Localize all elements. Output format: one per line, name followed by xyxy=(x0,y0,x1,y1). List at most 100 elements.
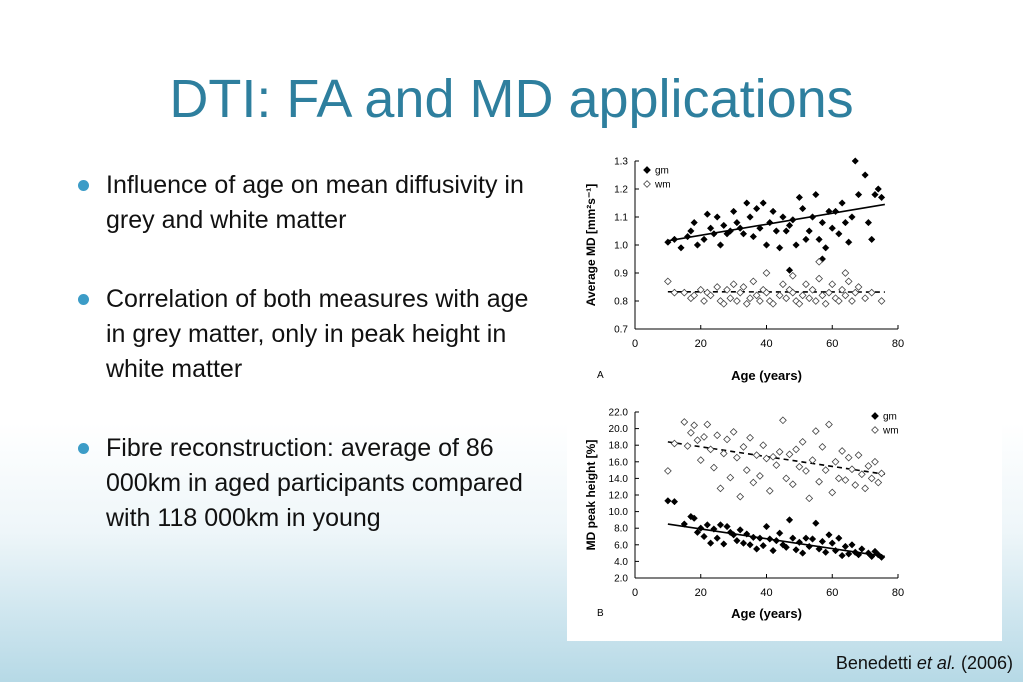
data-point-gm xyxy=(841,218,850,227)
data-point-wm xyxy=(756,472,764,480)
bullet-text: Influence of age on mean diffusivity in … xyxy=(106,171,524,234)
data-point-wm xyxy=(723,285,731,294)
data-point-gm xyxy=(749,232,758,241)
data-point-wm xyxy=(762,269,771,277)
data-point-wm xyxy=(713,283,722,291)
legend-label-gm: gm xyxy=(655,166,669,177)
data-point-gm xyxy=(683,232,692,241)
data-point-wm xyxy=(844,453,853,462)
bullet-text: Correlation of both measures with age in… xyxy=(106,285,529,383)
y-tick-label: 16.0 xyxy=(609,457,629,468)
data-point-gm xyxy=(664,238,672,246)
data-point-wm xyxy=(664,467,672,475)
x-tick-label: 0 xyxy=(632,587,638,599)
data-point-gm xyxy=(808,213,817,221)
data-point-wm xyxy=(683,442,692,450)
data-point-wm xyxy=(726,473,735,482)
data-point-gm xyxy=(664,497,672,505)
data-point-wm xyxy=(752,291,761,300)
data-point-wm xyxy=(775,447,784,456)
legend-marker-wm xyxy=(643,180,651,188)
legend-label-wm: wm xyxy=(882,426,899,437)
data-point-gm xyxy=(772,536,781,545)
data-point-gm xyxy=(825,207,833,216)
data-point-gm xyxy=(687,227,695,235)
data-point-wm xyxy=(861,294,869,303)
data-point-wm xyxy=(769,452,777,461)
data-point-gm xyxy=(670,235,679,244)
data-point-wm xyxy=(795,299,804,308)
x-tick-label: 0 xyxy=(632,338,638,350)
data-point-wm xyxy=(785,450,794,459)
data-point-gm xyxy=(815,545,823,553)
y-tick-label: 1.2 xyxy=(614,185,628,196)
data-point-wm xyxy=(834,474,843,483)
data-point-gm xyxy=(799,549,807,557)
data-point-gm xyxy=(720,540,728,548)
data-point-wm xyxy=(680,288,689,297)
data-point-gm xyxy=(861,171,869,179)
data-point-wm xyxy=(854,451,863,460)
data-point-gm xyxy=(822,548,830,556)
data-point-wm xyxy=(690,291,699,300)
data-point-wm xyxy=(706,291,715,300)
legend-marker-wm xyxy=(871,426,879,434)
data-point-gm xyxy=(874,185,882,193)
data-point-wm xyxy=(726,294,735,303)
data-point-wm xyxy=(733,453,741,462)
data-point-wm xyxy=(867,474,876,483)
data-point-wm xyxy=(759,441,768,450)
data-point-gm xyxy=(752,204,761,213)
data-point-wm xyxy=(841,291,850,300)
data-point-wm xyxy=(818,442,827,451)
y-tick-label: 6.0 xyxy=(614,540,628,551)
data-point-gm xyxy=(729,207,738,216)
data-point-wm xyxy=(742,299,751,308)
data-point-wm xyxy=(756,297,764,305)
data-point-gm xyxy=(779,541,787,549)
trend-line-gm xyxy=(667,203,885,242)
data-point-wm xyxy=(710,463,718,472)
data-point-wm xyxy=(716,484,725,493)
data-point-wm xyxy=(877,469,886,478)
data-point-gm xyxy=(818,537,827,546)
x-tick-label: 40 xyxy=(760,338,772,350)
data-point-wm xyxy=(696,456,705,465)
bullet-dot-icon xyxy=(78,443,89,454)
data-point-wm xyxy=(693,436,702,445)
data-point-gm xyxy=(759,199,767,207)
data-point-wm xyxy=(821,466,830,474)
data-point-gm xyxy=(720,221,728,230)
data-point-gm xyxy=(700,532,708,541)
data-point-wm xyxy=(805,494,814,503)
y-tick-label: 12.0 xyxy=(609,491,629,502)
data-point-gm xyxy=(838,551,846,560)
y-tick-label: 10.0 xyxy=(609,507,629,518)
data-point-gm xyxy=(693,241,702,249)
x-tick-label: 60 xyxy=(826,587,838,599)
citation: Benedetti et al. (2006) xyxy=(836,653,1013,674)
data-point-wm xyxy=(798,291,807,300)
data-point-wm xyxy=(670,439,679,448)
data-point-wm xyxy=(772,461,781,469)
data-point-wm xyxy=(664,277,672,286)
data-point-wm xyxy=(815,274,823,283)
data-point-wm xyxy=(670,288,679,297)
data-point-gm xyxy=(775,529,784,537)
data-point-gm xyxy=(835,230,843,238)
data-point-wm xyxy=(828,280,837,289)
data-point-wm xyxy=(867,288,876,297)
data-point-gm xyxy=(710,230,718,238)
data-point-wm xyxy=(782,474,791,483)
data-point-wm xyxy=(739,442,748,451)
data-point-wm xyxy=(719,299,728,308)
data-point-gm xyxy=(703,210,711,218)
data-point-gm xyxy=(785,266,794,274)
data-point-wm xyxy=(841,476,850,484)
data-point-wm xyxy=(821,299,830,308)
data-point-gm xyxy=(756,534,764,542)
data-point-gm xyxy=(759,541,767,550)
data-point-wm xyxy=(861,484,869,493)
data-point-wm xyxy=(680,418,689,426)
data-point-wm xyxy=(788,271,797,280)
